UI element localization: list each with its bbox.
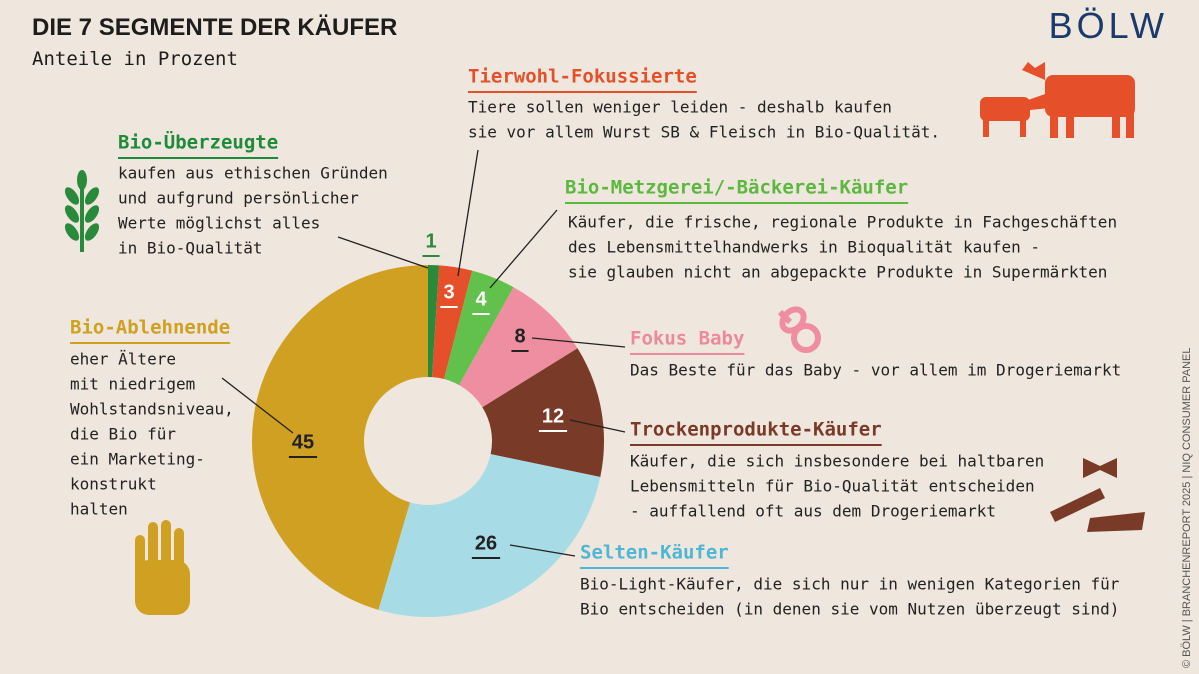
donut-segment [459,287,578,408]
donut-segment [432,265,473,380]
value-label: 4 [475,288,487,310]
value-label: 8 [514,325,525,347]
value-label: 1 [425,230,436,252]
leader-line [337,236,429,269]
credit: © BÖLW | BRANCHENREPORT 2025 | NIQ CONSU… [1181,348,1193,668]
segment-description: kaufen aus ethischen Gründen [118,164,388,183]
cow-icon [980,62,1135,138]
segment-name: Bio-Metzgerei/-Bäckerei-Käufer [565,177,908,199]
segment-description: sie vor allem Wurst SB & Fleisch in Bio-… [468,123,940,142]
donut-segment [482,348,604,478]
pasta-icon [1050,458,1145,532]
chart-title: DIE 7 SEGMENTE DER KÄUFER [32,14,397,41]
segment-description: Tiere sollen weniger leiden - deshalb ka… [468,98,892,117]
leader-line [531,337,626,348]
segment-description: halten [70,500,128,519]
leader-line [569,419,626,433]
leader-line [221,377,294,434]
chart-subtitle: Anteile in Prozent [32,48,238,70]
segment-name: Bio-Ablehnende [70,317,230,339]
donut-segment [378,454,601,617]
value-label: 26 [475,532,497,554]
donut-segment [428,265,440,378]
segment-name: Selten-Käufer [580,542,729,564]
segment-description: Bio entscheiden (in denen sie vom Nutzen… [580,600,1119,619]
segment-description: ein Marketing- [70,450,205,469]
segment-description: - auffallend oft aus dem Drogeriemarkt [630,502,996,521]
leader-line [509,544,576,557]
segment-description: Das Beste für das Baby - vor allem im Dr… [630,361,1121,380]
segment-description: Lebensmitteln für Bio-Qualität entscheid… [630,477,1035,496]
segment-description: konstrukt [70,475,157,494]
segment-description: Bio-Light-Käufer, die sich nur in wenige… [580,575,1120,594]
donut-segment [251,265,428,610]
logo: BÖLW [1049,5,1168,46]
value-label: 12 [542,405,564,427]
wheat-icon [64,170,100,252]
segment-description: sie glauben nicht an abgepackte Produkte… [568,263,1107,282]
segment-description: in Bio-Qualität [118,239,263,258]
segment-description: die Bio für [70,425,176,444]
value-label: 45 [292,431,314,453]
segment-name: Trockenprodukte-Käufer [630,419,882,441]
donut-segment [444,270,514,386]
segment-description: mit niedrigem [70,375,195,394]
hand-icon [135,520,190,615]
leader-line [457,149,479,277]
pacifier-icon [777,306,821,353]
segment-description: des Lebensmittelhandwerks in Bioqualität… [568,238,1040,257]
segment-description: eher Ältere [70,350,176,369]
value-label: 3 [443,281,454,303]
segment-description: Werte möglichst alles [118,214,320,233]
segment-description: Käufer, die frische, regionale Produkte … [568,213,1117,232]
segment-description: Käufer, die sich insbesondere bei haltba… [630,452,1044,471]
segment-name: Bio-Überzeugte [118,130,278,154]
segment-description: Wohlstandsniveau, [70,400,234,419]
segment-name: Tierwohl-Fokussierte [468,66,697,88]
segment-name: Fokus Baby [630,328,744,350]
segment-description: und aufgrund persönlicher [118,189,359,208]
leader-line [489,209,558,289]
